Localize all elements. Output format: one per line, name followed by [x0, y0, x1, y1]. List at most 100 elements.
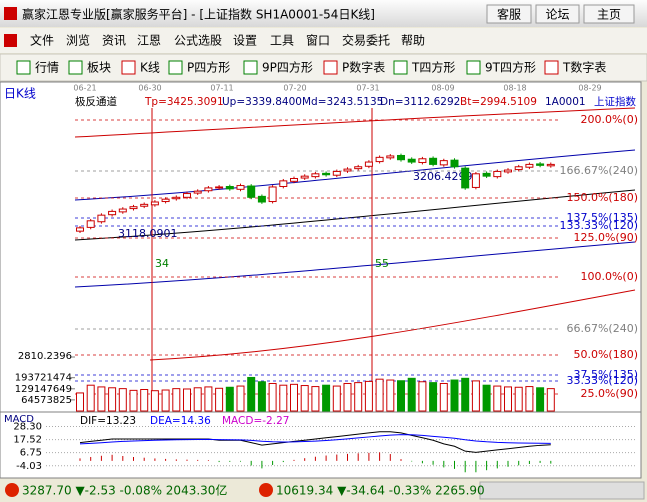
annotation: 55 [375, 257, 389, 270]
toolbar-item[interactable]: P数字表 [342, 60, 385, 75]
toolbar-item[interactable]: 行情 [35, 61, 59, 75]
volume-bar [397, 380, 405, 412]
y-tick-label: 28.30 [13, 421, 42, 432]
volume-bar [236, 385, 245, 412]
toolbar-item[interactable]: K线 [140, 61, 160, 75]
title-button[interactable] [535, 4, 580, 24]
candle-body [322, 172, 331, 176]
candle-body [97, 214, 106, 223]
status-tools[interactable] [479, 481, 645, 500]
candle-body [76, 227, 84, 232]
candle-body [172, 196, 181, 200]
volume-bar [386, 379, 395, 412]
toolbar-icon[interactable] [544, 60, 559, 75]
candle-body [290, 178, 298, 182]
candle-body [236, 185, 245, 190]
volume-bar [525, 386, 534, 412]
legend-entry: MACD=-2.27 [222, 415, 289, 427]
candle-body [354, 166, 363, 170]
volume-bar [108, 387, 117, 412]
title-button-label[interactable]: 论坛 [545, 8, 569, 22]
toolbar-icon[interactable] [243, 60, 258, 75]
level-label: 50.0%(180) [573, 348, 638, 361]
y-tick-label: -4.03 [16, 461, 42, 472]
title-button[interactable] [583, 4, 635, 24]
level-label: 125.0%(90) [573, 231, 638, 244]
candle-body [86, 220, 95, 228]
channel-line [74, 241, 636, 288]
menu-item[interactable]: 设置 [233, 34, 257, 48]
menu-item[interactable]: 江恩 [137, 34, 161, 48]
candle-body [375, 156, 384, 163]
volume-bar [450, 379, 459, 412]
candle-body [493, 170, 502, 178]
volume-bar [140, 389, 149, 412]
macd-line [79, 434, 551, 445]
menu-item[interactable]: 公式选股 [174, 34, 222, 48]
volume-bar [322, 384, 331, 412]
macd-title: MACD [4, 414, 34, 425]
indicator-param: Dn=3112.6292 [380, 96, 460, 108]
volume-bar [343, 382, 352, 412]
menu-item[interactable]: 文件 [30, 33, 54, 48]
menu-item[interactable]: 资讯 [102, 34, 126, 48]
candle-body [204, 187, 213, 192]
volume-bar [364, 380, 373, 412]
menu-item[interactable]: 交易委托 [342, 33, 390, 48]
volume-bar [161, 389, 170, 412]
menu-item[interactable]: 帮助 [401, 34, 425, 48]
menu-item[interactable]: 窗口 [306, 34, 330, 48]
toolbar-icon[interactable] [68, 60, 83, 75]
volume-bar [268, 382, 277, 412]
volume-bar [311, 386, 320, 412]
candle-body [386, 155, 395, 159]
toolbar-item[interactable]: T四方形 [411, 60, 455, 75]
toolbar-icon[interactable] [168, 60, 183, 75]
annotation: 3118.0901 [118, 227, 178, 240]
volume-bar [183, 388, 191, 412]
y-tick-label: 193721474 [15, 373, 72, 384]
volume-bar [225, 386, 234, 412]
candle-body [161, 198, 170, 203]
title-button[interactable] [486, 4, 532, 24]
volume-bar [482, 384, 491, 412]
volume-bar [536, 387, 545, 412]
candle-body [193, 190, 202, 194]
toolbar-item[interactable]: 板块 [87, 61, 111, 75]
title-button-label[interactable]: 客服 [497, 7, 521, 22]
candle-body [343, 168, 352, 172]
toolbar-item[interactable]: 9P四方形 [262, 60, 313, 75]
toolbar-item[interactable]: 9T四方形 [485, 60, 536, 75]
menu-item[interactable]: 浏览 [66, 33, 90, 48]
volume-bar [172, 388, 181, 412]
level-label: 33.33%(120) [566, 374, 638, 387]
y-tick-label: 2810.2396 [18, 351, 72, 362]
candle-body [215, 186, 224, 189]
status-icon [259, 483, 273, 497]
toolbar-icon[interactable] [393, 60, 408, 75]
toolbar-icon[interactable] [466, 60, 481, 75]
level-label: 137.5%(135) [566, 211, 638, 224]
candle-body [279, 180, 288, 187]
volume-bar [461, 377, 470, 412]
toolbar-icon[interactable] [323, 60, 338, 75]
status-quote: 3287.70 ▼-2.53 -0.08% 2043.30亿 [22, 483, 227, 498]
toolbar-item[interactable]: P四方形 [187, 60, 230, 75]
date-label: 08-09 [431, 84, 454, 93]
toolbar-icon[interactable] [16, 60, 31, 75]
legend-entry: DIF=13.23 [80, 415, 136, 427]
volume-bar [439, 382, 448, 412]
volume-bar [514, 386, 523, 412]
indicator-param: Up=3339.8400 [222, 96, 302, 108]
date-label: 08-29 [578, 84, 601, 93]
title-button-label[interactable]: 主页 [597, 8, 621, 22]
volume-bar [493, 385, 502, 412]
candle-body [525, 163, 534, 168]
volume-bar [76, 392, 84, 412]
toolbar-icon[interactable] [121, 60, 136, 75]
date-label: 06-21 [73, 84, 96, 93]
candle-body [439, 160, 448, 166]
menu-item[interactable]: 工具 [270, 34, 294, 48]
toolbar-item[interactable]: T数字表 [562, 60, 606, 75]
volume-bar [247, 376, 256, 412]
